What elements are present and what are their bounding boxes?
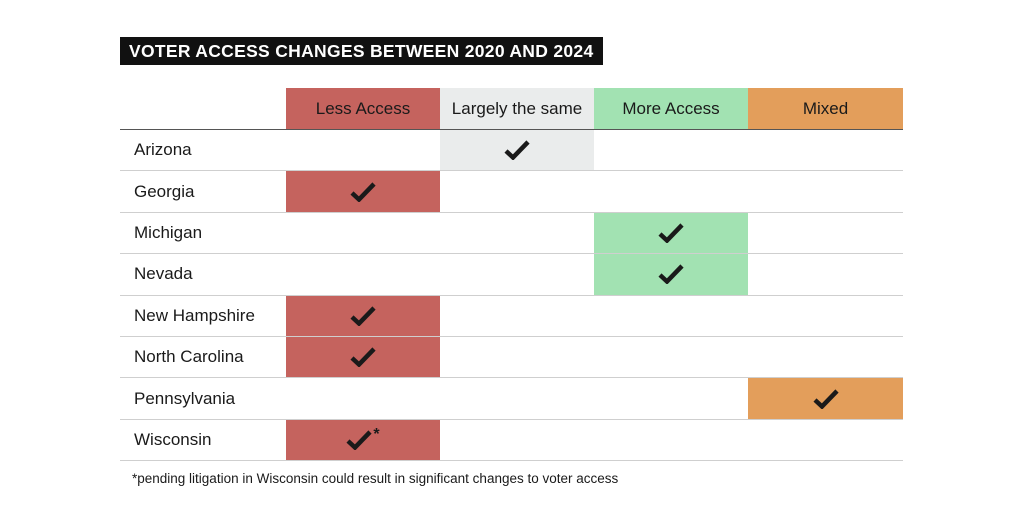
check-mark: [504, 140, 530, 161]
category-cell: [594, 171, 748, 211]
check-mark: [812, 388, 839, 409]
category-cell: [286, 336, 440, 378]
category-cell: [286, 130, 440, 170]
check-mark: [350, 306, 376, 326]
state-name: Arizona: [134, 140, 192, 160]
category-cell: [440, 213, 594, 253]
category-cell: [594, 296, 748, 336]
category-cell: [748, 420, 903, 460]
table-row: Pennsylvania: [120, 378, 903, 420]
category-cell: [286, 213, 440, 253]
chart-title-wrap: VOTER ACCESS CHANGES BETWEEN 2020 AND 20…: [120, 37, 604, 65]
category-cell: [440, 337, 594, 377]
category-cell: [748, 254, 903, 294]
column-header: Mixed: [748, 88, 903, 129]
column-header: More Access: [594, 88, 748, 129]
category-cell: [440, 171, 594, 211]
category-cell: [594, 420, 748, 460]
category-cell: [440, 130, 594, 171]
state-name: Georgia: [134, 181, 195, 201]
footnote-marker: *: [373, 425, 380, 443]
check-mark: [350, 182, 376, 202]
category-cell: [440, 254, 594, 294]
category-cell: [748, 378, 903, 419]
category-cell: [440, 296, 594, 336]
table-row: Georgia: [120, 171, 903, 213]
check-mark: [658, 264, 684, 285]
category-cell: [286, 171, 440, 212]
category-cell: [440, 420, 594, 460]
column-header: Largely the same: [440, 88, 594, 129]
table-row: Wisconsin *: [120, 419, 903, 462]
category-cell: [286, 295, 440, 336]
voter-access-table: Less Access Largely the same More Access Mi…: [120, 88, 903, 462]
check-mark: *: [346, 426, 380, 450]
column-header: Less Access: [286, 88, 440, 129]
checkmark-icon: [658, 223, 684, 243]
table-row: Nevada: [120, 254, 903, 296]
table-row: New Hampshire: [120, 295, 903, 337]
table-row: Michigan: [120, 212, 903, 255]
category-cell: [286, 254, 440, 294]
category-cell: [748, 171, 903, 211]
category-cell: *: [286, 419, 440, 461]
header-corner: [120, 88, 286, 129]
category-cell: [594, 337, 748, 377]
state-name: New Hampshire: [134, 305, 255, 325]
state-name: Wisconsin: [134, 429, 212, 449]
checkmark-icon: [658, 264, 684, 285]
checkmark-icon: [812, 388, 839, 409]
category-cell: [286, 378, 440, 418]
category-cell: [748, 337, 903, 377]
state-name: Pennsylvania: [134, 388, 236, 408]
category-cell: [594, 130, 748, 170]
category-cell: [594, 212, 748, 254]
chart-title: VOTER ACCESS CHANGES BETWEEN 2020 AND 20…: [120, 37, 604, 65]
state-name: Nevada: [134, 264, 193, 284]
check-mark: [658, 223, 684, 243]
category-cell: [594, 378, 748, 418]
category-cell: [748, 213, 903, 253]
category-cell: [594, 254, 748, 295]
checkmark-icon: [350, 347, 376, 368]
checkmark-icon: [350, 182, 376, 202]
checkmark-icon: [504, 140, 530, 161]
checkmark-icon: [346, 430, 372, 450]
category-cell: [748, 130, 903, 170]
checkmark-icon: [350, 306, 376, 326]
check-mark: [350, 347, 376, 368]
category-cell: [748, 296, 903, 336]
state-name: North Carolina: [134, 347, 244, 367]
table-header-row: Less Access Largely the same More Access Mi…: [120, 88, 903, 130]
state-name: Michigan: [134, 222, 203, 242]
footnote: *pending litigation in Wisconsin could r…: [132, 471, 619, 486]
table-row: Arizona: [120, 130, 903, 172]
category-cell: [440, 378, 594, 418]
table-row: North Carolina: [120, 336, 903, 379]
